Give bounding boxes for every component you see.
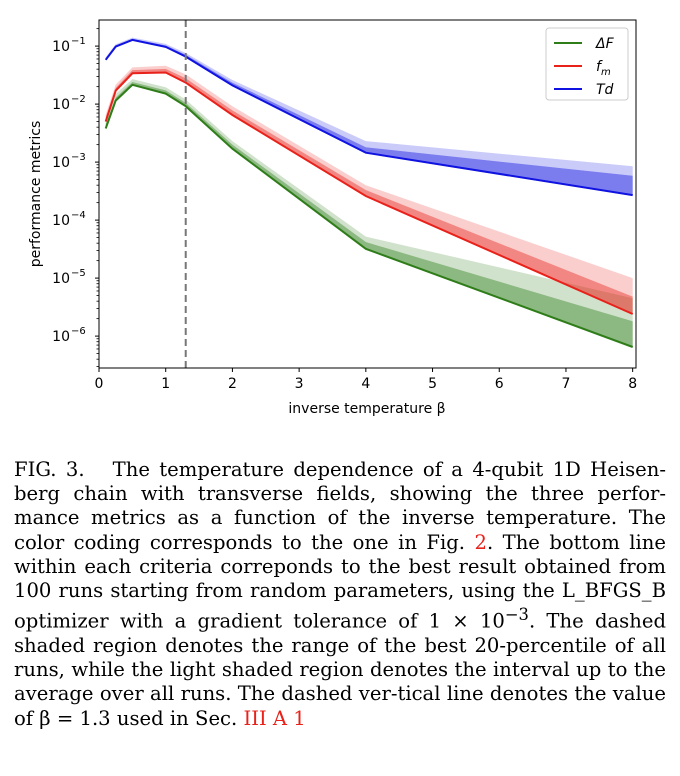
caption-text-1: The temperature dependence of a 4-qubit …	[14, 458, 666, 554]
y-tick-label: 10	[52, 213, 70, 229]
caption-text-2: . The bottom line within each criteria c…	[14, 530, 666, 633]
x-tick-label: 0	[95, 376, 104, 392]
legend-label-Td: Td	[596, 82, 614, 98]
x-tick-label: 1	[161, 376, 170, 392]
x-tick-label: 4	[361, 376, 370, 392]
section-reference-link[interactable]: III A 1	[243, 706, 306, 730]
y-tick-label: 10	[52, 155, 70, 171]
y-axis-ticks: 10−110−210−310−410−510−6	[52, 28, 99, 367]
best-line-ΔF	[104, 83, 634, 348]
best-line-Td	[104, 38, 633, 197]
y-tick-exponent: −5	[71, 268, 86, 279]
dark-band-Td	[105, 38, 633, 196]
caption-label: FIG. 3.	[14, 458, 85, 481]
dark-band-ΔF	[105, 82, 633, 347]
tolerance-exponent: −3	[504, 605, 529, 625]
x-tick-label: 5	[428, 376, 437, 392]
series-lines	[104, 38, 634, 348]
best-line-fm	[104, 71, 634, 315]
light-band-fm	[105, 65, 633, 297]
x-tick-label: 3	[295, 376, 304, 392]
y-tick-label: 10	[52, 329, 70, 345]
light-band-ΔF	[105, 79, 633, 322]
x-tick-label: 6	[495, 376, 504, 392]
figure-caption: FIG. 3. The temperature dependence of a …	[14, 458, 666, 731]
shaded-bands	[105, 37, 633, 347]
y-tick-exponent: −6	[71, 326, 86, 337]
y-tick-exponent: −4	[71, 210, 86, 221]
figure-reference-link[interactable]: 2	[474, 530, 487, 554]
legend-label-ΔF: ΔF	[595, 36, 615, 52]
plot-frame	[98, 19, 637, 369]
y-tick-exponent: −1	[71, 36, 86, 47]
x-axis-ticks: 0 1 2 3 4 5 6 7 8	[95, 368, 637, 392]
light-band-Td	[105, 37, 633, 176]
dark-band-fm	[105, 68, 633, 315]
y-axis-label: performance metrics	[28, 121, 44, 268]
y-tick-label: 10	[52, 97, 70, 113]
caption-text-3: . The dashed shaded region denotes the r…	[14, 609, 666, 730]
y-tick-label: 10	[52, 39, 70, 55]
x-tick-label: 8	[628, 376, 637, 392]
y-tick-exponent: −3	[71, 152, 86, 163]
y-tick-label: 10	[52, 271, 70, 287]
x-tick-label: 7	[561, 376, 570, 392]
x-tick-label: 2	[228, 376, 237, 392]
y-tick-exponent: −2	[71, 94, 86, 105]
legend-subscript: m	[601, 67, 611, 78]
x-axis-label: inverse temperature β	[288, 401, 445, 417]
legend-box	[545, 27, 629, 101]
